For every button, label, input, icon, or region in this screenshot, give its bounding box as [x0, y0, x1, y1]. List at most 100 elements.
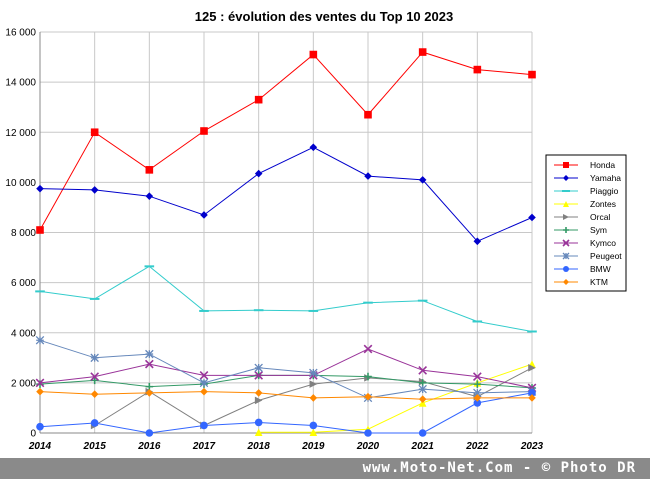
x-tick-label: 2017 — [192, 441, 216, 452]
data-point — [90, 390, 99, 398]
legend-item: Honda — [554, 160, 615, 170]
data-point — [90, 186, 99, 194]
grid — [39, 31, 533, 434]
y-tick-label: 6 000 — [11, 278, 36, 289]
data-point — [254, 418, 263, 427]
data-point — [309, 380, 318, 388]
y-tick-label: 8 000 — [11, 228, 36, 239]
data-point — [199, 370, 209, 380]
data-point — [363, 344, 373, 354]
data-point — [364, 172, 372, 180]
data-point — [473, 65, 482, 74]
data-point — [199, 378, 209, 388]
data-point — [563, 201, 569, 207]
data-point — [473, 394, 482, 402]
y-tick-label: 0 — [30, 429, 36, 440]
legend-item: Peugeot — [554, 251, 622, 261]
data-point — [364, 429, 372, 437]
data-point — [254, 370, 264, 380]
data-point — [527, 330, 537, 333]
data-point — [36, 380, 44, 388]
data-point — [200, 211, 208, 219]
data-point — [563, 162, 569, 168]
series-line — [39, 392, 533, 434]
data-point — [418, 429, 427, 437]
data-point — [90, 128, 99, 137]
legend-label: Honda — [590, 160, 615, 170]
data-point — [200, 421, 208, 430]
data-point — [253, 309, 264, 312]
data-point — [90, 419, 99, 427]
tick-labels: 0 2 000 4 000 6 000 8 000 10 000 12 000 14 000 1… — [5, 28, 543, 453]
legend: Honda Yamaha Piaggio Zontes Orcal Sym Kymco Peu… — [545, 154, 627, 292]
data-point — [145, 192, 154, 200]
series-ktm — [36, 387, 536, 403]
data-point — [472, 320, 483, 323]
data-point — [254, 389, 263, 397]
legend-label: Piaggio — [590, 186, 619, 196]
series-line — [39, 391, 532, 400]
x-tick-label: 2015 — [83, 441, 107, 452]
y-tick-label: 12 000 — [5, 128, 36, 139]
data-point — [309, 368, 318, 378]
legend-item: KTM — [554, 277, 608, 287]
data-point — [35, 378, 45, 388]
y-tick-label: 14 000 — [5, 78, 36, 89]
data-point — [418, 384, 427, 394]
series-honda — [36, 48, 536, 234]
data-point — [562, 190, 570, 192]
data-point — [144, 265, 155, 268]
data-point — [528, 213, 536, 222]
data-point — [200, 387, 208, 396]
legend-label: Zontes — [590, 199, 616, 209]
data-point — [36, 422, 44, 431]
data-point — [363, 301, 373, 304]
data-point — [417, 299, 428, 302]
data-point — [563, 266, 569, 272]
series-piaggio — [35, 265, 537, 333]
y-tick-label: 10 000 — [5, 178, 36, 189]
data-point — [144, 359, 154, 369]
series-line — [39, 51, 533, 231]
series-line — [258, 363, 533, 433]
series-yamaha — [36, 143, 536, 246]
y-tick-label: 16 000 — [5, 28, 36, 39]
data-point — [364, 110, 372, 119]
series-group — [35, 48, 537, 437]
legend-item: Sym — [554, 225, 607, 235]
legend-label: Sym — [590, 225, 607, 235]
x-tick-label: 2021 — [411, 441, 435, 452]
legend-label: Peugeot — [590, 251, 622, 261]
legend-label: Yamaha — [590, 173, 621, 183]
legend-item: Piaggio — [554, 186, 619, 196]
data-point — [254, 95, 263, 104]
legend-item: Zontes — [554, 199, 616, 209]
footer-bar: www.Moto-Net.Com - © Photo DR — [0, 458, 650, 479]
data-point — [309, 428, 318, 437]
data-point — [90, 376, 99, 385]
chart: 125 : évolution des ventes du Top 10 202… — [5, 9, 627, 453]
data-point — [309, 421, 318, 430]
data-point — [254, 169, 263, 178]
data-point — [254, 396, 263, 405]
data-point — [145, 429, 154, 437]
series-line — [39, 339, 533, 399]
data-point — [473, 380, 482, 388]
x-tick-label: 2019 — [301, 441, 325, 452]
data-point — [145, 389, 154, 397]
y-tick-label: 2 000 — [11, 378, 36, 389]
legend-label: Kymco — [590, 238, 616, 248]
data-point — [35, 290, 45, 293]
footer-credit: www.Moto-Net.Com - © Photo DR — [362, 460, 636, 476]
data-point — [254, 363, 263, 373]
data-point — [418, 365, 428, 375]
x-tick-label: 2020 — [356, 441, 380, 452]
data-point — [418, 176, 427, 184]
data-point — [364, 372, 372, 381]
data-point — [145, 349, 154, 359]
data-point — [254, 428, 263, 437]
data-point — [418, 48, 427, 56]
data-point — [90, 353, 99, 363]
data-point — [528, 394, 536, 402]
x-tick-label: 2022 — [465, 441, 489, 452]
